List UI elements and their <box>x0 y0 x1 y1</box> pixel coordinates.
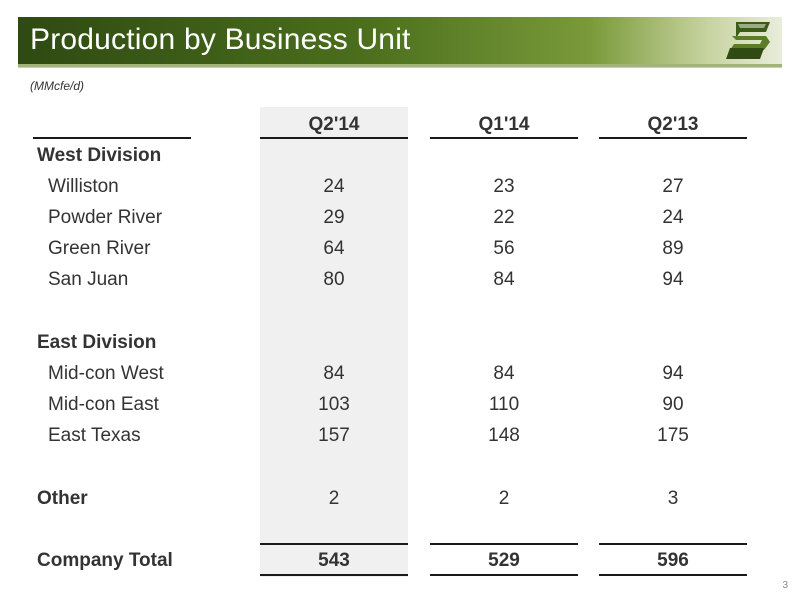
row-label: San Juan <box>48 269 129 290</box>
table-cell: 90 <box>662 394 684 415</box>
table-cell: 84 <box>493 269 515 290</box>
total-rule-bottom-col2 <box>430 574 578 576</box>
row-label: Williston <box>48 176 119 197</box>
column-header-q1-14: Q1'14 <box>478 114 530 135</box>
header-rule-col3 <box>599 137 747 139</box>
table-cell: 148 <box>488 425 520 446</box>
row-label: East Texas <box>48 425 141 446</box>
page-number: 3 <box>782 580 788 591</box>
title-underline <box>18 67 782 68</box>
units-label: (MMcfe/d) <box>30 79 84 93</box>
header-rule-col1 <box>260 137 408 139</box>
table-cell: 157 <box>318 425 350 446</box>
table-cell: 89 <box>662 238 684 259</box>
row-label: Mid-con West <box>48 363 164 384</box>
table-cell: 110 <box>488 394 520 415</box>
table-cell: 22 <box>493 207 515 228</box>
table-cell: 94 <box>662 363 684 384</box>
total-rule-bottom-col1 <box>260 574 408 576</box>
table-cell: 103 <box>318 394 350 415</box>
total-rule-top-col2 <box>430 543 578 545</box>
column-header-q2-13: Q2'13 <box>647 114 699 135</box>
table-cell: 2 <box>328 488 340 509</box>
table-cell: 80 <box>323 269 345 290</box>
table-cell: 56 <box>493 238 515 259</box>
row-label: Green River <box>48 238 151 259</box>
row-label: Mid-con East <box>48 394 159 415</box>
page-title: Production by Business Unit <box>30 23 411 56</box>
total-rule-top-col1 <box>260 543 408 545</box>
table-cell: 23 <box>493 176 515 197</box>
title-bar: Production by Business Unit <box>18 17 782 67</box>
table-cell: 64 <box>323 238 345 259</box>
table-cell: 175 <box>657 425 689 446</box>
section-heading-east: East Division <box>37 332 157 353</box>
total-cell: 543 <box>318 550 350 571</box>
column-header-q2-14: Q2'14 <box>308 114 360 135</box>
table-cell: 2 <box>498 488 510 509</box>
table-cell: 29 <box>323 207 345 228</box>
total-cell: 596 <box>657 550 689 571</box>
header-rule-col2 <box>430 137 578 139</box>
total-cell: 529 <box>488 550 520 571</box>
highlight-column-background <box>260 107 408 577</box>
table-cell: 84 <box>323 363 345 384</box>
total-rule-top-col3 <box>599 543 747 545</box>
row-label-total: Company Total <box>37 550 173 571</box>
row-label-other: Other <box>37 488 88 509</box>
table-cell: 24 <box>323 176 345 197</box>
table-cell: 27 <box>662 176 684 197</box>
table-cell: 84 <box>493 363 515 384</box>
header-rule-label <box>33 137 191 139</box>
row-label: Powder River <box>48 207 163 228</box>
section-heading-west: West Division <box>37 145 162 166</box>
table-cell: 94 <box>662 269 684 290</box>
company-logo-icon <box>726 22 770 59</box>
table-cell: 3 <box>667 488 679 509</box>
total-rule-bottom-col3 <box>599 574 747 576</box>
table-cell: 24 <box>662 207 684 228</box>
